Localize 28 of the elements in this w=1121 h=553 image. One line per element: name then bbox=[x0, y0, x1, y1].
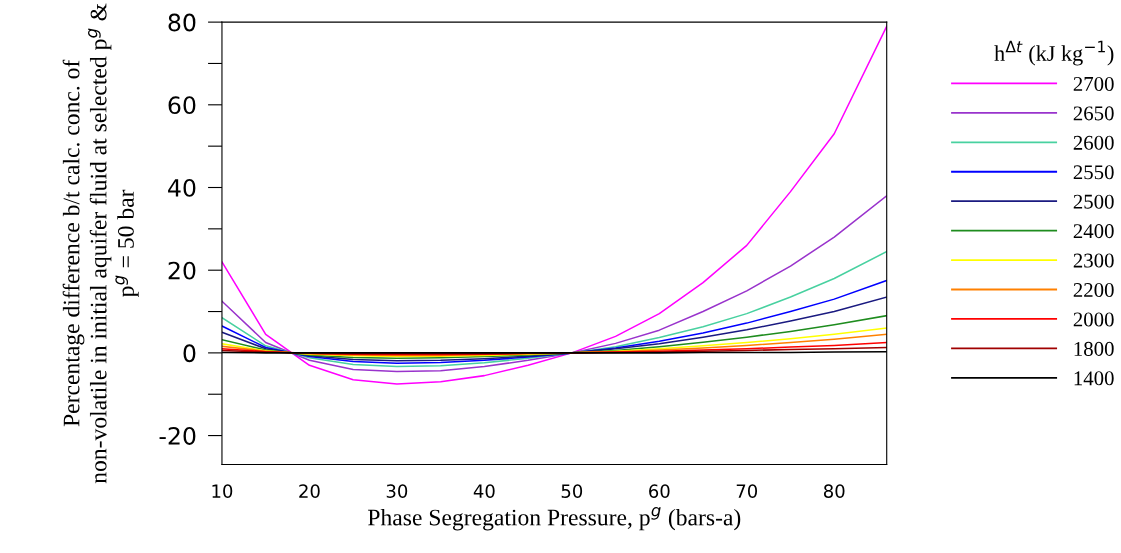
text: 2650 bbox=[1073, 106, 1114, 121]
text: 2600 bbox=[1073, 135, 1114, 150]
text: 2400 bbox=[1073, 224, 1114, 239]
text: 1800 bbox=[1074, 341, 1114, 356]
text: 1400 bbox=[1074, 371, 1114, 386]
text: 2500 bbox=[1073, 194, 1114, 209]
y-tick-label: -20 bbox=[159, 427, 196, 445]
text: Percentage difference b/t calc. conc. of non-volatile in initial aquifer fluid at selected p$^{g}$ & p$^{g}$ = 50 bar bbox=[62, 3, 139, 484]
text: 2300 bbox=[1073, 253, 1114, 268]
x-tick-label: 30 bbox=[386, 484, 408, 498]
x-tick-label: 10 bbox=[212, 484, 233, 498]
y-tick-label: 40 bbox=[168, 178, 196, 197]
y-tick-label: 80 bbox=[168, 13, 196, 32]
y-tick-label: 60 bbox=[168, 96, 196, 115]
y-tick-label: 20 bbox=[168, 261, 196, 280]
legend-title: h$^{Δt}$ (kJ kg$^{−1}$) bbox=[994, 40, 1114, 66]
x-tick-label: 60 bbox=[649, 484, 670, 498]
x-axis-title: Phase Segregation Pressure, p$^{g}$ (bars-a) bbox=[368, 506, 741, 531]
x-tick-label: 50 bbox=[561, 484, 583, 498]
text: 2550 bbox=[1073, 165, 1114, 180]
x-tick-label: 80 bbox=[823, 484, 845, 498]
x-tick-label: 20 bbox=[299, 484, 320, 498]
text: 2200 bbox=[1073, 282, 1114, 298]
x-tick-label: 40 bbox=[473, 484, 495, 498]
text: 2700 bbox=[1073, 76, 1114, 91]
y-tick-label: 0 bbox=[183, 344, 196, 363]
text: 2000 bbox=[1073, 312, 1114, 327]
x-tick-label: 70 bbox=[736, 484, 758, 498]
